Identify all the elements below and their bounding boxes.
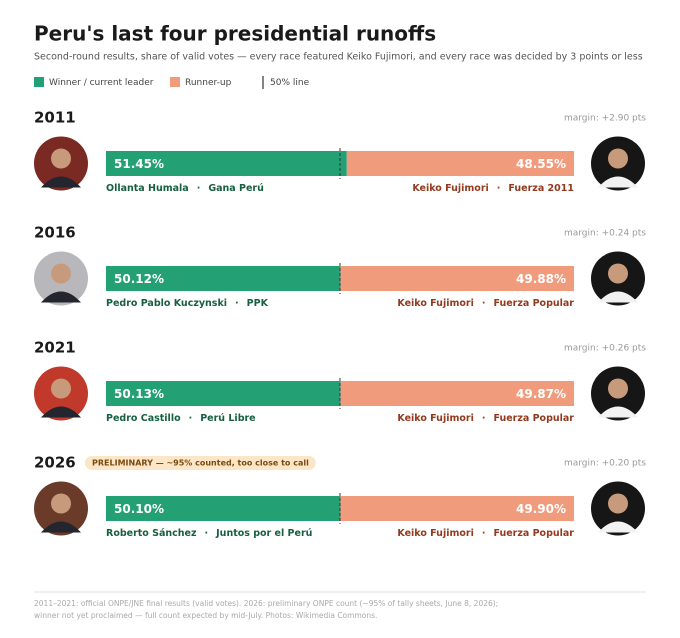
- margin-label: margin: +0.20 pts: [564, 459, 646, 469]
- bar-runnerup: [340, 381, 574, 406]
- separator: ·: [482, 298, 486, 309]
- candidate-name: Keiko Fujimori: [397, 413, 473, 424]
- photo: [34, 481, 88, 536]
- value-label: 48.55%: [516, 157, 566, 171]
- separator: ·: [482, 413, 486, 424]
- photo: [591, 366, 645, 421]
- photo-body: [598, 176, 638, 188]
- party-name: Fuerza 2011: [508, 183, 574, 194]
- candidate-name: Keiko Fujimori: [412, 183, 488, 194]
- value-label: 49.88%: [516, 272, 566, 286]
- party-name: Perú Libre: [200, 413, 255, 424]
- photo-head: [608, 148, 628, 169]
- winner-name: Pedro Castillo · Perú Libre: [106, 413, 256, 424]
- party-name: PPK: [247, 298, 269, 309]
- photo-head: [51, 148, 71, 169]
- legend-label: Winner / current leader: [49, 78, 154, 88]
- value-label: 50.13%: [114, 387, 164, 401]
- race-year: 2011: [34, 109, 76, 127]
- value-label: 50.12%: [114, 272, 164, 286]
- bar-winner: [106, 381, 341, 406]
- runnerup-name: Keiko Fujimori · Fuerza Popular: [397, 528, 574, 539]
- legend-label: 50% line: [270, 78, 310, 88]
- runnerup-name: Keiko Fujimori · Fuerza Popular: [397, 413, 574, 424]
- bar-runnerup: [340, 266, 574, 291]
- separator: ·: [197, 183, 201, 194]
- candidate-name: Roberto Sánchez: [106, 528, 197, 539]
- chart-title: Peru's last four presidential runoffs: [34, 22, 436, 46]
- separator: ·: [205, 528, 209, 539]
- photo: [591, 481, 645, 536]
- bar-runnerup: [346, 151, 574, 176]
- photo-body: [41, 176, 81, 188]
- party-name: Fuerza Popular: [493, 413, 574, 424]
- separator: ·: [497, 183, 501, 194]
- race-year: 2026: [34, 454, 76, 472]
- legend-swatch: [170, 77, 180, 87]
- photo-head: [608, 378, 628, 399]
- photo: [34, 366, 88, 421]
- winner-name: Ollanta Humala · Gana Perú: [106, 183, 264, 194]
- photo-head: [51, 493, 71, 514]
- footnote: 2011–2021: official ONPE/JNE final resul…: [34, 599, 498, 608]
- candidate-name: Keiko Fujimori: [397, 298, 473, 309]
- photo: [591, 251, 645, 306]
- party-name: Fuerza Popular: [493, 298, 574, 309]
- party-name: Fuerza Popular: [493, 528, 574, 539]
- photo-body: [598, 406, 638, 418]
- footnote: winner not yet proclaimed — full count e…: [34, 611, 377, 620]
- photo-body: [41, 291, 81, 303]
- photo: [591, 136, 645, 191]
- party-name: Gana Perú: [208, 183, 264, 194]
- candidate-name: Keiko Fujimori: [397, 528, 473, 539]
- margin-label: margin: +0.24 pts: [564, 229, 646, 239]
- margin-label: margin: +2.90 pts: [564, 114, 646, 124]
- photo: [34, 136, 88, 191]
- chart-subtitle: Second-round results, share of valid vot…: [34, 52, 643, 63]
- value-label: 49.87%: [516, 387, 566, 401]
- bar-winner: [106, 151, 347, 176]
- value-label: 51.45%: [114, 157, 164, 171]
- separator: ·: [189, 413, 193, 424]
- status-badge: [85, 456, 316, 470]
- photo-body: [41, 521, 81, 533]
- race-year: 2021: [34, 339, 76, 357]
- separator: ·: [482, 528, 486, 539]
- photo-body: [41, 406, 81, 418]
- bar-runnerup: [340, 496, 574, 521]
- photo-head: [608, 263, 628, 284]
- value-label: 49.90%: [516, 502, 566, 516]
- candidate-name: Pedro Pablo Kuczynski: [106, 298, 227, 309]
- status-badge-text: PRELIMINARY — ~95% counted, too close to…: [92, 459, 309, 468]
- photo-head: [608, 493, 628, 514]
- candidate-name: Ollanta Humala: [106, 183, 189, 194]
- winner-name: Roberto Sánchez · Juntos por el Perú: [106, 528, 312, 539]
- runnerup-name: Keiko Fujimori · Fuerza Popular: [397, 298, 574, 309]
- race-year: 2016: [34, 224, 76, 242]
- runnerup-name: Keiko Fujimori · Fuerza 2011: [412, 183, 574, 194]
- margin-label: margin: +0.26 pts: [564, 344, 646, 354]
- separator: ·: [235, 298, 239, 309]
- legend-label: Runner-up: [185, 78, 232, 88]
- value-label: 50.10%: [114, 502, 164, 516]
- photo: [34, 251, 88, 306]
- photo-body: [598, 291, 638, 303]
- candidate-name: Pedro Castillo: [106, 413, 181, 424]
- photo-body: [598, 521, 638, 533]
- photo-head: [51, 378, 71, 399]
- winner-name: Pedro Pablo Kuczynski · PPK: [106, 298, 269, 309]
- photo-head: [51, 263, 71, 284]
- bar-winner: [106, 266, 341, 291]
- party-name: Juntos por el Perú: [215, 528, 312, 539]
- bar-winner: [106, 496, 341, 521]
- legend-swatch: [34, 77, 44, 87]
